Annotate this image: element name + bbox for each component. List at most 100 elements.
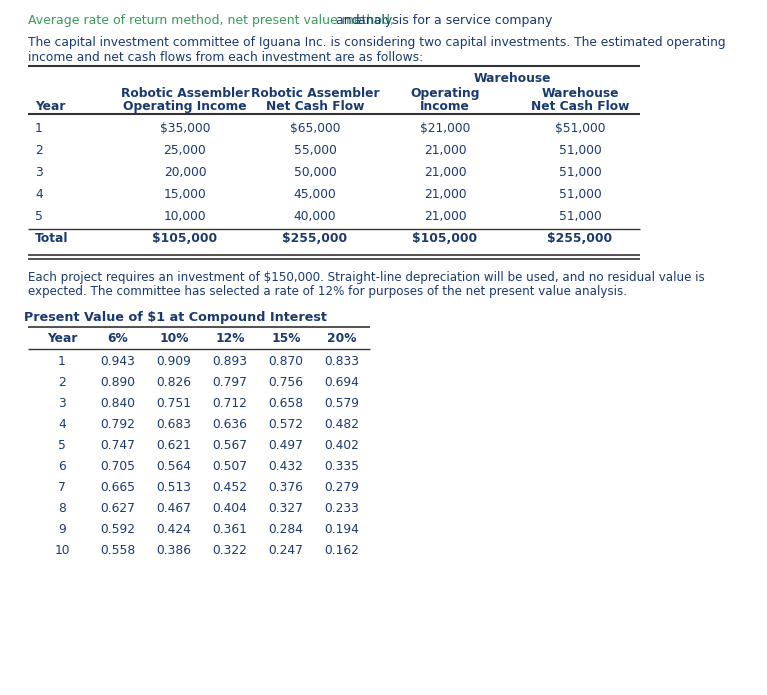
Text: Present Value of $1 at Compound Interest: Present Value of $1 at Compound Interest (24, 311, 327, 324)
Text: 21,000: 21,000 (423, 210, 466, 223)
Text: 0.404: 0.404 (212, 502, 248, 515)
Text: 0.683: 0.683 (156, 418, 192, 431)
Text: 1: 1 (58, 355, 66, 368)
Text: 0.507: 0.507 (212, 460, 248, 473)
Text: 45,000: 45,000 (294, 188, 337, 201)
Text: 0.567: 0.567 (212, 439, 248, 452)
Text: 0.335: 0.335 (324, 460, 360, 473)
Text: 0.233: 0.233 (324, 502, 360, 515)
Text: 0.564: 0.564 (156, 460, 192, 473)
Text: 0.747: 0.747 (100, 439, 136, 452)
Text: 0.402: 0.402 (324, 439, 360, 452)
Text: 21,000: 21,000 (423, 188, 466, 201)
Text: Net Cash Flow: Net Cash Flow (531, 100, 629, 113)
Text: 0.482: 0.482 (324, 418, 360, 431)
Text: expected. The committee has selected a rate of 12% for purposes of the net prese: expected. The committee has selected a r… (28, 285, 627, 298)
Text: 3: 3 (58, 397, 66, 410)
Text: 0.792: 0.792 (100, 418, 136, 431)
Text: 0.833: 0.833 (324, 355, 360, 368)
Text: Operating: Operating (410, 87, 479, 100)
Text: 0.558: 0.558 (100, 544, 136, 557)
Text: $21,000: $21,000 (420, 122, 470, 135)
Text: 0.467: 0.467 (156, 502, 192, 515)
Text: 0.327: 0.327 (268, 502, 304, 515)
Text: 2: 2 (35, 144, 43, 157)
Text: Robotic Assembler: Robotic Assembler (120, 87, 249, 100)
Text: Net Cash Flow: Net Cash Flow (265, 100, 364, 113)
Text: 0.432: 0.432 (268, 460, 304, 473)
Text: 50,000: 50,000 (294, 166, 337, 179)
Text: 2: 2 (58, 376, 66, 389)
Text: 0.279: 0.279 (324, 481, 360, 494)
Text: $255,000: $255,000 (548, 232, 613, 245)
Text: 0.572: 0.572 (268, 418, 304, 431)
Text: Year: Year (35, 100, 65, 113)
Text: 3: 3 (35, 166, 43, 179)
Text: 0.705: 0.705 (100, 460, 136, 473)
Text: Income: Income (420, 100, 470, 113)
Text: and: and (332, 14, 360, 27)
Text: Operating Income: Operating Income (123, 100, 247, 113)
Text: 55,000: 55,000 (294, 144, 337, 157)
Text: 0.579: 0.579 (324, 397, 360, 410)
Text: 0.627: 0.627 (100, 502, 136, 515)
Text: 9: 9 (58, 523, 66, 536)
Text: 0.361: 0.361 (212, 523, 248, 536)
Text: 10%: 10% (160, 332, 189, 345)
Text: 0.909: 0.909 (156, 355, 192, 368)
Text: 15%: 15% (272, 332, 301, 345)
Text: 20,000: 20,000 (163, 166, 206, 179)
Text: 40,000: 40,000 (294, 210, 336, 223)
Text: 0.751: 0.751 (156, 397, 192, 410)
Text: 0.497: 0.497 (268, 439, 304, 452)
Text: Robotic Assembler: Robotic Assembler (251, 87, 380, 100)
Text: 6: 6 (58, 460, 66, 473)
Text: 51,000: 51,000 (558, 188, 601, 201)
Text: 7: 7 (58, 481, 66, 494)
Text: Year: Year (47, 332, 77, 345)
Text: 10,000: 10,000 (163, 210, 206, 223)
Text: 51,000: 51,000 (558, 144, 601, 157)
Text: 0.452: 0.452 (212, 481, 248, 494)
Text: 0.284: 0.284 (268, 523, 304, 536)
Text: $105,000: $105,000 (413, 232, 478, 245)
Text: Each project requires an investment of $150,000. Straight-line depreciation will: Each project requires an investment of $… (28, 271, 705, 284)
Text: 0.870: 0.870 (268, 355, 304, 368)
Text: Warehouse: Warehouse (542, 87, 619, 100)
Text: 0.665: 0.665 (100, 481, 136, 494)
Text: 0.194: 0.194 (324, 523, 360, 536)
Text: 0.943: 0.943 (100, 355, 136, 368)
Text: 15,000: 15,000 (163, 188, 206, 201)
Text: income and net cash flows from each investment are as follows:: income and net cash flows from each inve… (28, 51, 423, 64)
Text: 4: 4 (58, 418, 66, 431)
Text: analysis for a service company: analysis for a service company (354, 14, 552, 27)
Text: 0.756: 0.756 (268, 376, 304, 389)
Text: 0.712: 0.712 (212, 397, 248, 410)
Text: $255,000: $255,000 (282, 232, 347, 245)
Text: 0.636: 0.636 (212, 418, 248, 431)
Text: 0.890: 0.890 (100, 376, 136, 389)
Text: 51,000: 51,000 (558, 210, 601, 223)
Text: 0.513: 0.513 (156, 481, 192, 494)
Text: 21,000: 21,000 (423, 166, 466, 179)
Text: 4: 4 (35, 188, 43, 201)
Text: $51,000: $51,000 (555, 122, 605, 135)
Text: 0.694: 0.694 (324, 376, 360, 389)
Text: 0.592: 0.592 (100, 523, 136, 536)
Text: 0.424: 0.424 (156, 523, 192, 536)
Text: Warehouse: Warehouse (474, 72, 551, 85)
Text: 12%: 12% (216, 332, 245, 345)
Text: 0.162: 0.162 (324, 544, 360, 557)
Text: 0.247: 0.247 (268, 544, 304, 557)
Text: 5: 5 (58, 439, 66, 452)
Text: 21,000: 21,000 (423, 144, 466, 157)
Text: 0.386: 0.386 (156, 544, 192, 557)
Text: 0.893: 0.893 (212, 355, 248, 368)
Text: 0.621: 0.621 (156, 439, 192, 452)
Text: 1: 1 (35, 122, 43, 135)
Text: The capital investment committee of Iguana Inc. is considering two capital inves: The capital investment committee of Igua… (28, 36, 726, 49)
Text: Total: Total (35, 232, 68, 245)
Text: 5: 5 (35, 210, 43, 223)
Text: 8: 8 (58, 502, 66, 515)
Text: 10: 10 (54, 544, 70, 557)
